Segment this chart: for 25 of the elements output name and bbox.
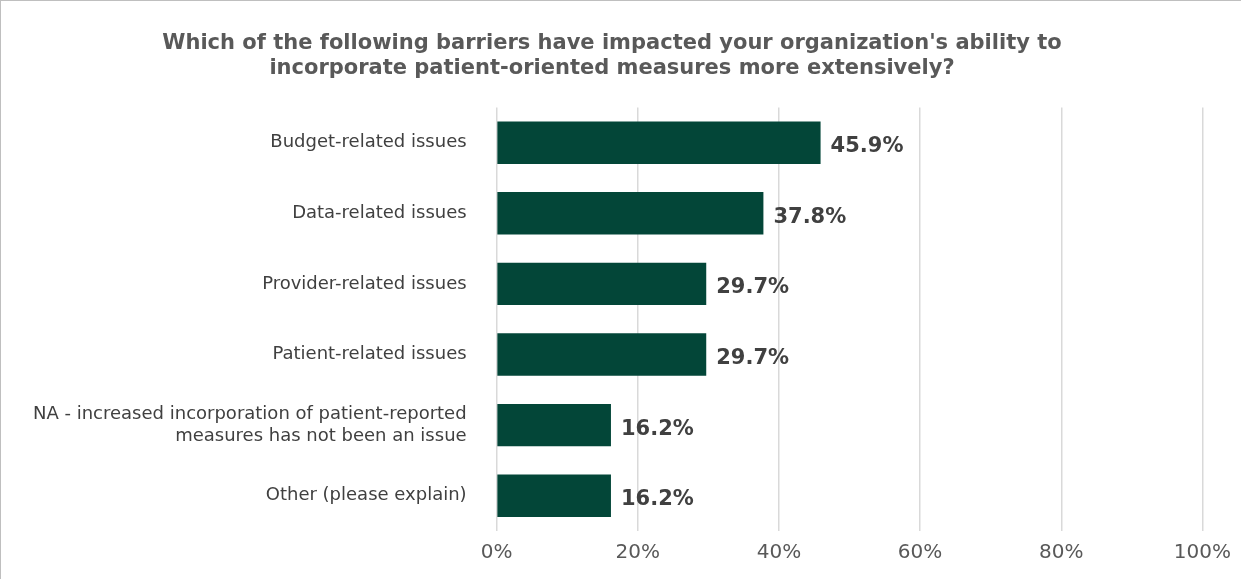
x-tick-label: 80%: [1039, 539, 1084, 564]
data-label: 16.2%: [620, 486, 694, 511]
bar: [497, 192, 764, 235]
bar: [497, 262, 707, 306]
data-label: 16.2%: [620, 415, 694, 440]
x-tick-label: 100%: [1173, 539, 1231, 564]
bar: [497, 333, 707, 376]
data-label: 29.7%: [716, 274, 790, 299]
y-tick-label: Provider-related issues: [262, 271, 467, 293]
x-tick-label: 40%: [756, 539, 802, 564]
x-tick-label: 20%: [615, 539, 660, 564]
chart-title: Which of the following barriers have impacted your organization's ability to incorporate patient-oriented measures more extensively?: [162, 30, 1062, 80]
data-label: 37.8%: [773, 203, 847, 228]
bar: [497, 474, 611, 517]
y-tick-label: Budget-related issues: [270, 130, 467, 152]
data-label: 45.9%: [830, 133, 904, 158]
y-tick-label: Data-related issues: [292, 200, 467, 222]
y-tick-label: Patient-related issues: [272, 342, 467, 364]
y-tick-label: NA - increased incorporation of patient-reported measures has not been an issue: [32, 401, 467, 445]
x-tick-label: 0%: [480, 539, 513, 564]
bar: [497, 403, 611, 447]
bar: [497, 121, 821, 164]
x-tick-label: 60%: [897, 539, 943, 564]
data-label: 29.7%: [716, 344, 790, 369]
y-tick-label: Other (please explain): [265, 483, 467, 505]
